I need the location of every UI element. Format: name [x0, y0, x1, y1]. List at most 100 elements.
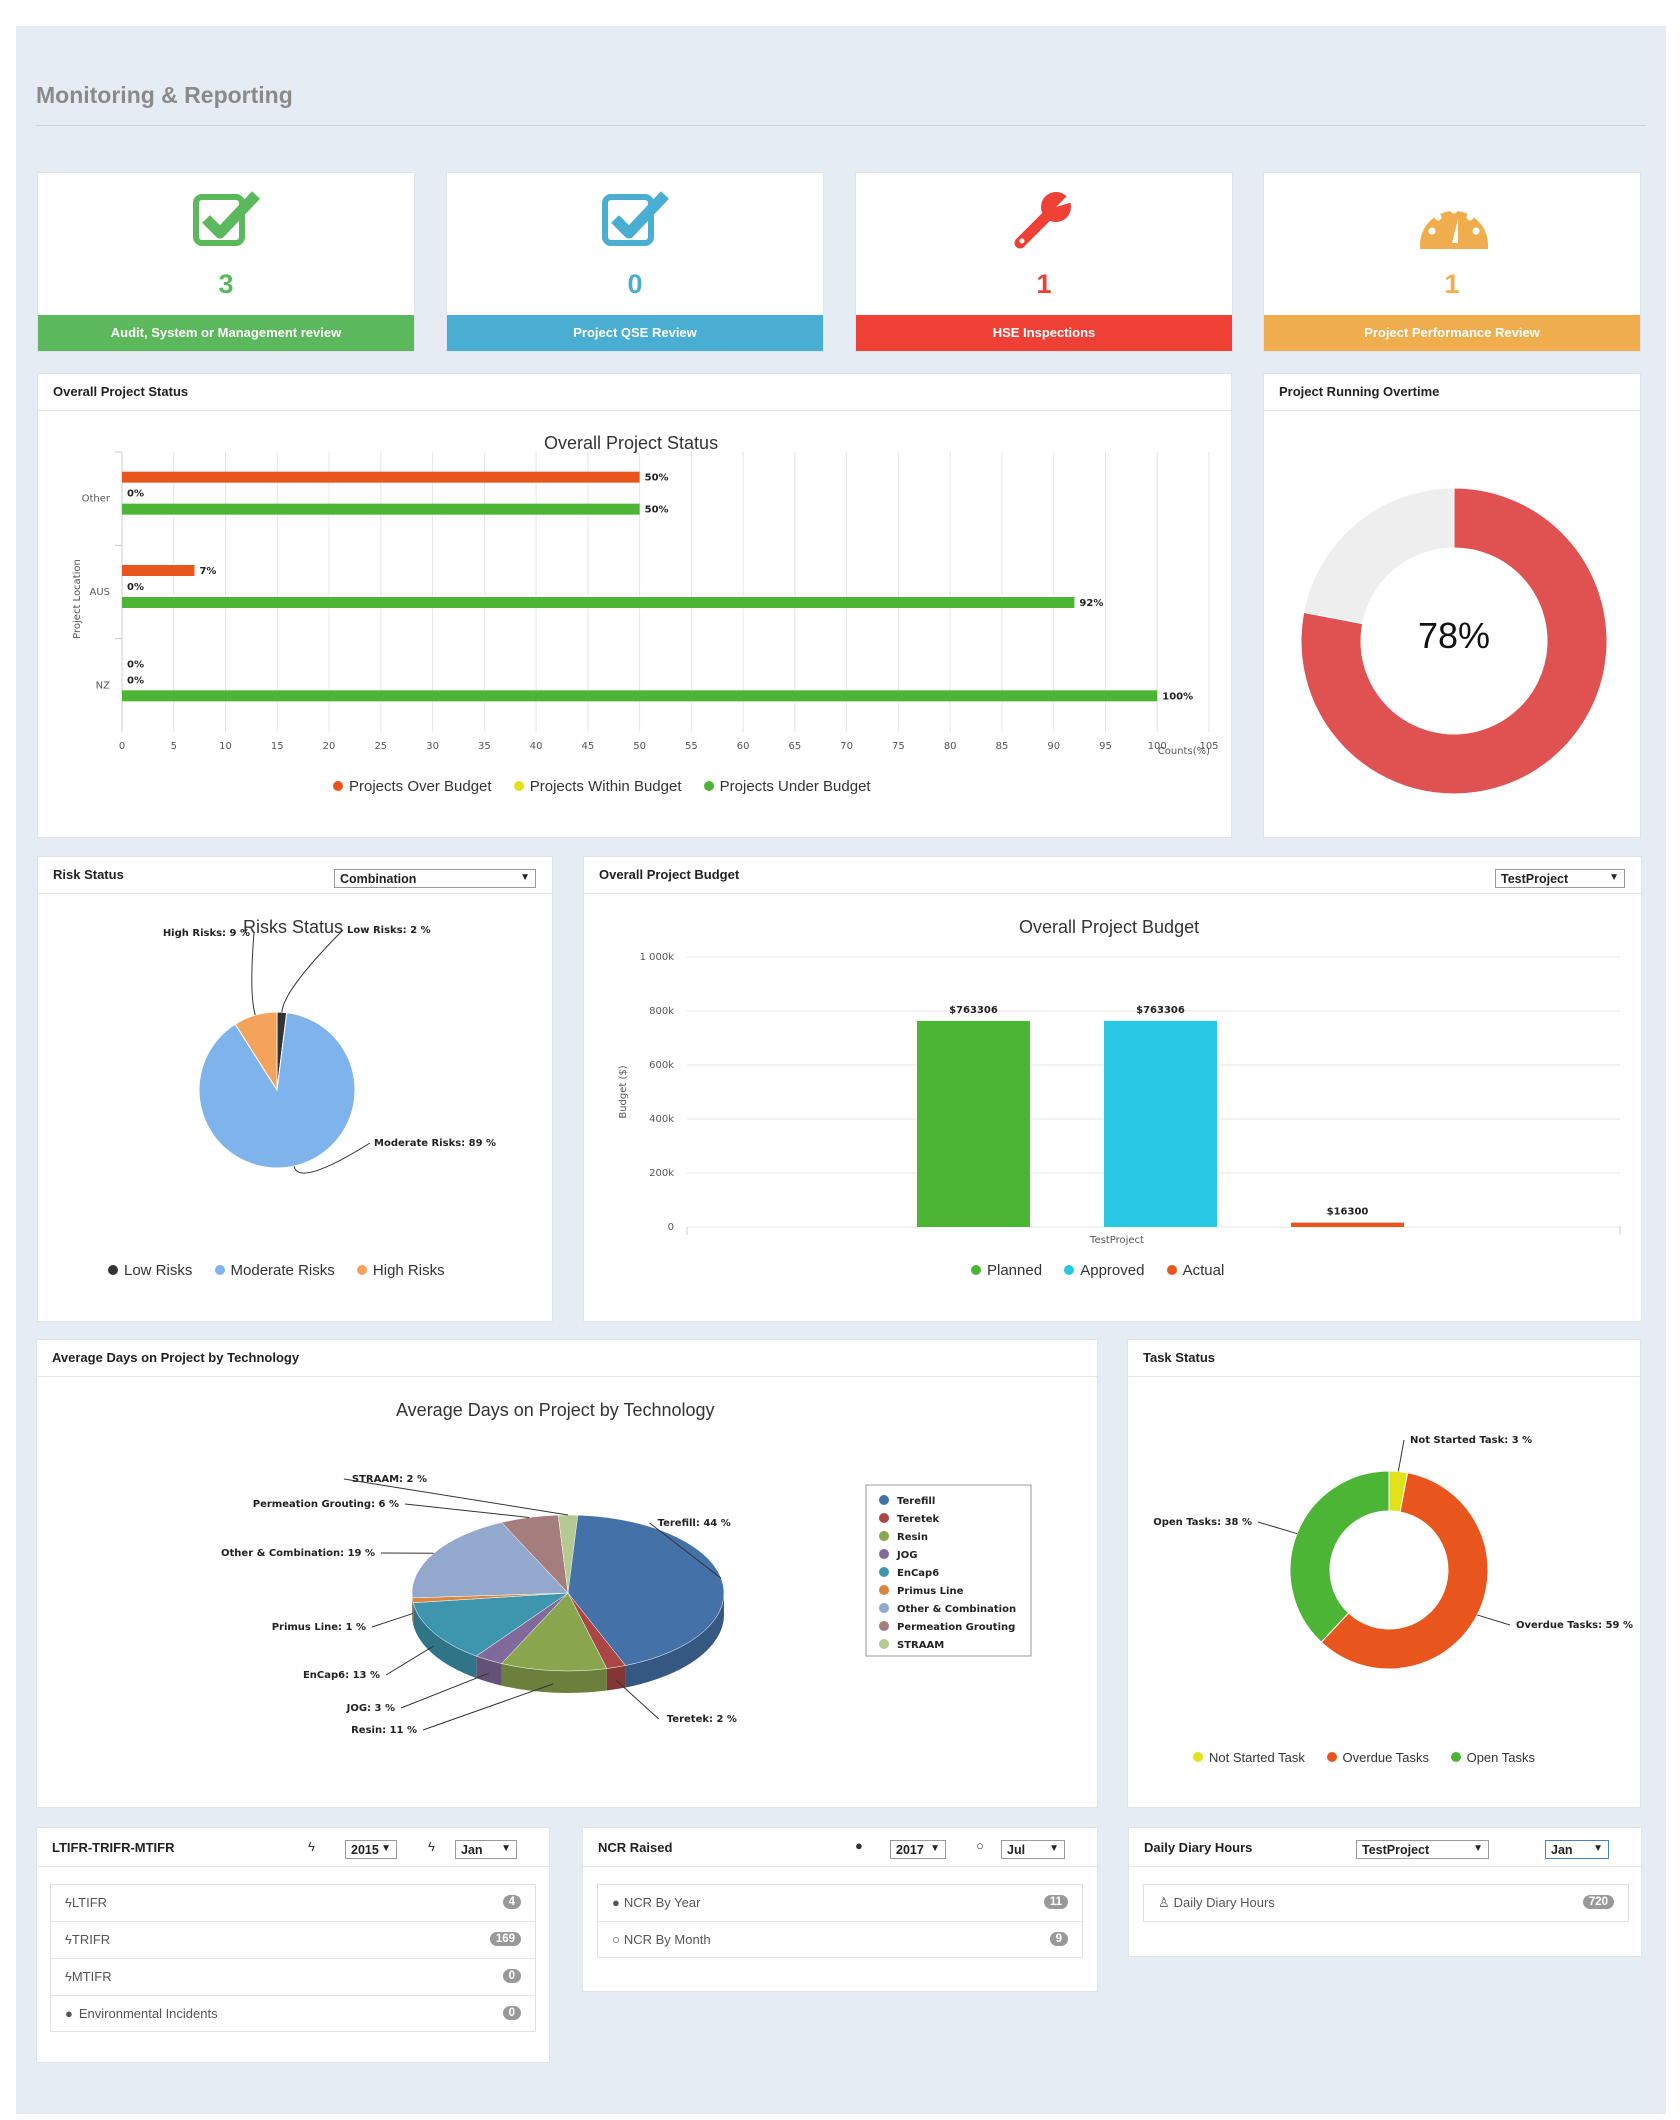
x-tick-label: 15	[271, 741, 284, 752]
y-tick-label: 400k	[649, 1114, 674, 1125]
legend-item[interactable]: Projects Under Budget	[703, 778, 871, 795]
data-label: 0%	[127, 582, 144, 593]
legend-item[interactable]: Actual	[1166, 1262, 1225, 1279]
y-tick-label: 200k	[649, 1168, 674, 1179]
legend-label: Planned	[987, 1262, 1043, 1279]
caret-down-icon: ▼	[930, 1843, 940, 1854]
risk-status-panel: Risk Status Combination ▼ Risks Status Lo…	[37, 856, 553, 1322]
legend-label: Terefill	[897, 1496, 935, 1507]
data-label: 50%	[645, 473, 669, 484]
x-tick-label: 70	[840, 741, 853, 752]
panel-header: Project Running Overtime	[1264, 374, 1640, 411]
ncr-year-select[interactable]: 2017 ▼	[890, 1840, 946, 1859]
kpi-hse-inspections[interactable]: 1 HSE Inspections	[855, 172, 1233, 352]
legend-item[interactable]: Not Started Task	[1193, 1750, 1305, 1765]
check-square-icon	[193, 191, 260, 246]
remaining-arc	[1303, 487, 1455, 625]
legend-item[interactable]: Overdue Tasks	[1326, 1750, 1429, 1765]
data-label: 0%	[127, 659, 144, 670]
x-tick-label: 95	[1099, 741, 1112, 752]
legend-label: Moderate Risks	[230, 1262, 335, 1279]
x-tick-label: 40	[530, 741, 543, 752]
connector-line	[422, 1683, 554, 1731]
task-donut-chart: Not Started Task: 3 % Overdue Tasks: 59 %…	[1153, 1435, 1633, 1670]
legend-item[interactable]: Moderate Risks	[214, 1262, 335, 1279]
ltifr-list: ϟLTIFR 4 ϟTRIFR 169 ϟMTIFR 0 ● Environmental…	[50, 1884, 536, 2032]
panel-header: Overall Project Status	[38, 374, 1231, 411]
list-item[interactable]: ϟLTIFR 4	[51, 1885, 535, 1922]
pie-side	[625, 1593, 724, 1688]
list-item[interactable]: ϟMTIFR 0	[51, 1959, 535, 1996]
diary-project-select[interactable]: TestProject ▼	[1356, 1840, 1489, 1859]
ltifr-year-select[interactable]: 2015 ▼	[345, 1840, 397, 1859]
list-item-label: NCR By Year	[623, 1895, 701, 1910]
legend-label: Actual	[1182, 1262, 1225, 1279]
budget-project-select[interactable]: TestProject ▼	[1495, 869, 1625, 888]
chart-title: Risks Status	[243, 917, 344, 937]
x-tick-label: 100	[1148, 741, 1167, 752]
list-item[interactable]: ○ NCR By Month 9	[598, 1922, 1082, 1958]
panel-header: Overall Project Budget	[584, 857, 1641, 894]
data-label: Resin: 11 %	[351, 1725, 417, 1736]
task-status-panel: Task Status Not Started Task: 3 % Overdue…	[1127, 1339, 1641, 1808]
diary-month-select[interactable]: Jan ▼	[1545, 1840, 1609, 1859]
list-item-label: Environmental Incidents	[78, 2006, 218, 2021]
connector-line	[293, 1142, 371, 1174]
pie-slice	[567, 1514, 725, 1666]
legend-item[interactable]: Low Risks	[108, 1262, 192, 1279]
y-tick-label: AUS	[89, 587, 110, 598]
count-badge: 0	[502, 1969, 521, 1983]
legend-item[interactable]: High Risks	[356, 1262, 445, 1279]
legend-label: STRAAM	[897, 1640, 944, 1651]
caret-down-icon: ▼	[1593, 1843, 1603, 1854]
x-tick-label: 5	[171, 741, 177, 752]
caret-down-icon: ▼	[1049, 1843, 1059, 1854]
list-item[interactable]: ϟTRIFR 169	[51, 1922, 535, 1959]
filled-circle-icon: ●	[855, 1838, 863, 1853]
panel-header: NCR Raised	[583, 1828, 1097, 1867]
chart-title: Overall Project Status	[544, 433, 719, 453]
legend-item[interactable]: Open Tasks	[1450, 1750, 1535, 1765]
legend-item[interactable]: Approved	[1064, 1262, 1144, 1279]
legend-item[interactable]: Planned	[971, 1262, 1042, 1279]
overtime-arc	[1300, 487, 1608, 795]
overall-status-legend: Projects Over Budget Projects Within Bud…	[333, 778, 889, 795]
x-tick-label: 80	[944, 741, 957, 752]
ltifr-month-select[interactable]: Jan ▼	[455, 1840, 517, 1859]
count-badge: 0	[502, 2006, 521, 2020]
pie-slice	[557, 1514, 579, 1594]
list-item[interactable]: ● Environmental Incidents 0	[51, 1996, 535, 2032]
legend-label: Other & Combination	[897, 1604, 1016, 1615]
risk-filter-value: Combination	[340, 872, 417, 886]
y-tick-label: 0	[668, 1222, 674, 1233]
panel-header: LTIFR-TRIFR-MTIFR	[37, 1828, 549, 1867]
x-tick-label: 45	[581, 741, 594, 752]
x-tick-label: 75	[892, 741, 905, 752]
legend-item[interactable]: Projects Within Budget	[513, 778, 682, 795]
check-square-icon	[602, 191, 669, 246]
panel-title: Overall Project Budget	[599, 867, 740, 882]
pie-side	[476, 1656, 502, 1686]
kpi-qse-review-count: 0	[627, 269, 643, 299]
connector-line	[404, 1503, 530, 1518]
x-tick-label: 20	[323, 741, 336, 752]
kpi-qse-review[interactable]: 0 Project QSE Review	[446, 172, 824, 352]
list-item[interactable]: ♙ Daily Diary Hours 720	[1144, 1885, 1628, 1921]
kpi-audit-review[interactable]: 3 Audit, System or Management review	[37, 172, 415, 352]
connector-line	[1477, 1614, 1511, 1626]
x-tick-label: 105	[1199, 741, 1218, 752]
list-item[interactable]: ● NCR By Year 11	[598, 1885, 1082, 1922]
legend-item[interactable]: Projects Over Budget	[333, 778, 492, 795]
kpi-performance-review[interactable]: 1 Project Performance Review	[1263, 172, 1641, 352]
kpi-performance-review-count: 1	[1444, 269, 1460, 299]
list-item-label: MTIFR	[71, 1969, 112, 1984]
panel-header: Daily Diary Hours	[1129, 1828, 1641, 1867]
risk-filter-select[interactable]: Combination ▼	[334, 869, 536, 888]
budget-legend: Planned Approved Actual	[971, 1262, 1242, 1279]
y-axis-title: Budget ($)	[618, 1065, 629, 1118]
ncr-month-select[interactable]: Jul ▼	[1001, 1840, 1065, 1859]
x-category-label: TestProject	[1089, 1235, 1144, 1246]
risk-legend: Low Risks Moderate Risks High Risks	[108, 1262, 463, 1279]
panel-title: Daily Diary Hours	[1144, 1840, 1253, 1855]
y-tick-label: 600k	[649, 1060, 674, 1071]
